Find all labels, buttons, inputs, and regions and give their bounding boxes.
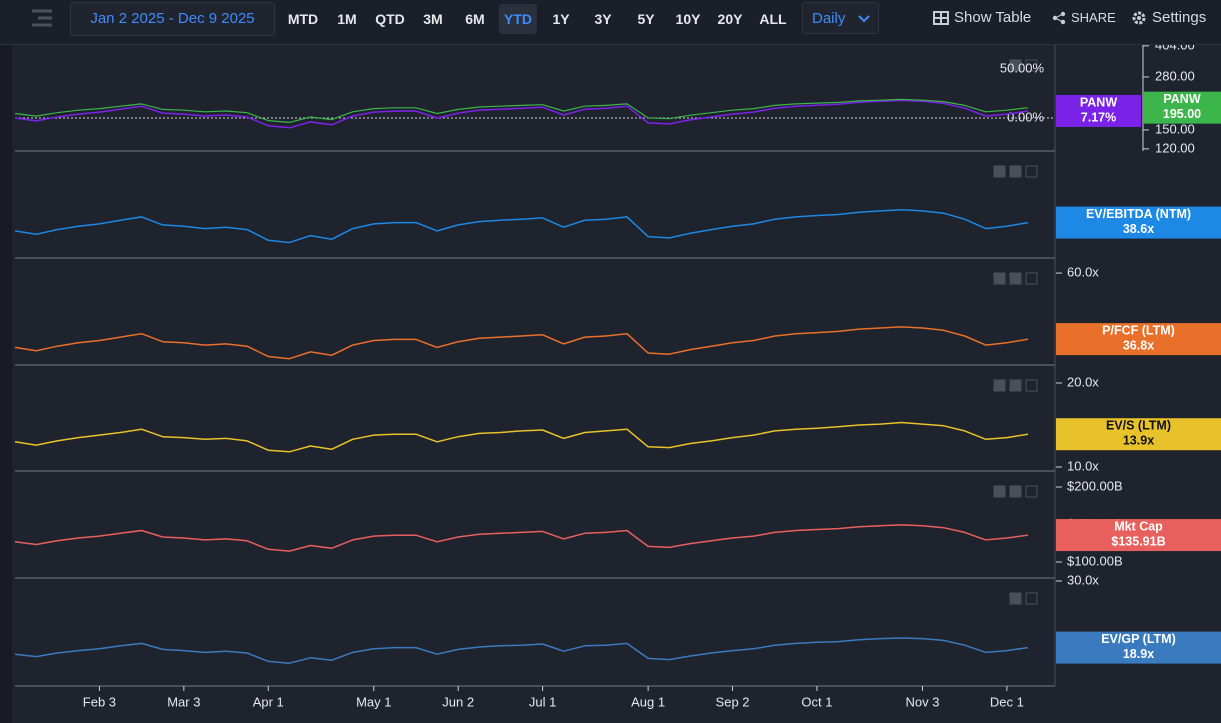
series-line xyxy=(14,98,1029,123)
panel-icon xyxy=(1009,485,1022,498)
tag-value: 38.6x xyxy=(1123,222,1154,236)
y-tick-label: 60.0x xyxy=(1067,265,1099,280)
period-button[interactable]: 20Y xyxy=(717,11,743,27)
x-tick-label: Apr 1 xyxy=(253,694,284,709)
value-tag xyxy=(1143,91,1221,124)
value-tag xyxy=(1056,418,1221,451)
x-tick-label: Mar 3 xyxy=(167,694,200,709)
settings-icon xyxy=(1132,11,1146,25)
x-tick-label: Sep 2 xyxy=(716,694,750,709)
y2-tick-label: 150.00 xyxy=(1155,121,1195,136)
date-range[interactable]: Jan 2 2025 - Dec 9 2025 xyxy=(70,2,275,36)
value-tag xyxy=(1056,631,1221,664)
panel-icon xyxy=(1009,379,1022,392)
x-tick-label: Aug 1 xyxy=(631,694,665,709)
period-button[interactable]: 3M xyxy=(423,11,443,27)
tag-value: 195.00 xyxy=(1163,107,1201,121)
y2-tick-label: 120.00 xyxy=(1155,140,1195,155)
series-line xyxy=(14,421,1029,453)
show-table[interactable]: Show Table xyxy=(954,9,1032,26)
x-tick-label: May 1 xyxy=(356,694,391,709)
sidebar xyxy=(0,45,12,723)
period-button[interactable]: 6M xyxy=(465,11,485,27)
panel-icon xyxy=(993,485,1006,498)
panel-icon xyxy=(993,165,1006,178)
interval-select[interactable]: Daily xyxy=(802,2,879,34)
period-button[interactable]: 10Y xyxy=(675,11,701,27)
period-button[interactable]: QTD xyxy=(375,11,405,27)
interval: Daily xyxy=(812,10,846,27)
period-button[interactable]: 3Y xyxy=(594,11,612,27)
y-tick-label: 10.0x xyxy=(1067,458,1099,473)
y-tick-label: 20.0x xyxy=(1067,374,1099,389)
x-tick-label: Nov 3 xyxy=(905,694,939,709)
tag-value: $135.91B xyxy=(1111,534,1165,548)
tag-name: PANW xyxy=(1163,92,1200,106)
series-line xyxy=(14,326,1029,360)
tag-value: 18.9x xyxy=(1123,647,1154,661)
toolbar: Jan 2 2025 - Dec 9 2025 Daily Show Table… xyxy=(0,0,1221,45)
table-icon xyxy=(933,11,949,25)
series-line xyxy=(14,524,1029,552)
panel-icon xyxy=(1009,592,1022,605)
period-button[interactable]: ALL xyxy=(759,11,787,27)
series-line xyxy=(14,209,1029,244)
x-tick-label: Jul 1 xyxy=(529,694,556,709)
share[interactable]: SHARE xyxy=(1071,10,1116,25)
value-tag xyxy=(1056,519,1221,552)
y-tick-label: $200.00B xyxy=(1067,478,1123,493)
y2-tick-label: 280.00 xyxy=(1155,68,1195,83)
series-line xyxy=(14,99,1029,129)
tag-name: P/FCF (LTM) xyxy=(1102,323,1175,337)
value-tag xyxy=(1056,206,1221,239)
panel-icon xyxy=(1009,59,1022,72)
period-button[interactable]: 5Y xyxy=(637,11,655,27)
value-tag xyxy=(1056,323,1221,356)
tag-name: EV/S (LTM) xyxy=(1106,419,1171,433)
settings[interactable]: Settings xyxy=(1152,9,1207,26)
value-tag xyxy=(1056,94,1141,127)
x-tick-label: Dec 1 xyxy=(990,694,1024,709)
y-tick-label: $100.00B xyxy=(1067,553,1123,568)
tag-name: PANW xyxy=(1080,95,1117,109)
menu-icon[interactable] xyxy=(30,8,54,28)
panel-icon xyxy=(1025,165,1038,178)
share-icon xyxy=(1052,11,1066,25)
panel-icon xyxy=(993,272,1006,285)
period-button[interactable]: MTD xyxy=(287,11,319,27)
tag-value: 36.8x xyxy=(1123,338,1154,352)
x-tick-label: Jun 2 xyxy=(442,694,474,709)
x-tick-label: Oct 1 xyxy=(801,694,832,709)
tag-name: Mkt Cap xyxy=(1114,519,1163,533)
period-button[interactable]: 1M xyxy=(337,11,357,27)
panel-icon xyxy=(1009,165,1022,178)
period-button[interactable]: YTD xyxy=(499,4,537,34)
panel-icon xyxy=(1025,485,1038,498)
series-line xyxy=(14,637,1029,664)
tag-value: 7.17% xyxy=(1081,110,1116,124)
panel-icon xyxy=(993,379,1006,392)
chevron xyxy=(858,15,870,23)
panel-icon xyxy=(1025,59,1038,72)
panel-icon xyxy=(1025,379,1038,392)
panel-icon xyxy=(1009,272,1022,285)
y-tick-label: 50.00% xyxy=(1000,60,1045,75)
tag-value: 13.9x xyxy=(1123,434,1154,448)
tag-name: EV/EBITDA (NTM) xyxy=(1086,207,1191,221)
period-button[interactable]: 1Y xyxy=(552,11,570,27)
y-tick-label: 30.0x xyxy=(1067,572,1099,587)
x-tick-label: Feb 3 xyxy=(83,694,116,709)
panel-icon xyxy=(1025,272,1038,285)
panel-icon xyxy=(1025,592,1038,605)
tag-name: EV/GP (LTM) xyxy=(1101,632,1176,646)
